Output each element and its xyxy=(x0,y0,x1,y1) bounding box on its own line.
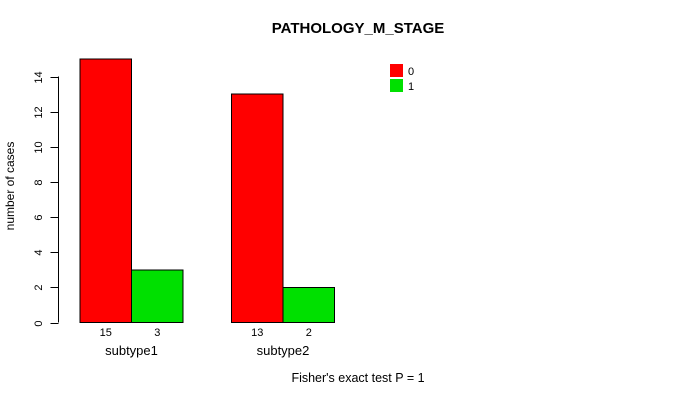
bar xyxy=(282,286,335,323)
bar-value-label: 3 xyxy=(154,327,160,339)
y-axis-label: number of cases xyxy=(3,142,17,231)
chart-title: PATHOLOGY_M_STAGE xyxy=(272,20,445,37)
legend-swatch xyxy=(390,64,403,77)
bar xyxy=(131,269,184,324)
category-label: subtype2 xyxy=(257,343,310,358)
legend-label: 0 xyxy=(408,66,414,78)
bar xyxy=(79,58,132,323)
x-axis-labels: 15 3 subtype1 13 2 subtype2 xyxy=(100,327,312,358)
y-axis: 0 2 4 6 8 10 12 14 xyxy=(33,71,59,327)
y-tick-label: 8 xyxy=(33,179,45,185)
y-tick-label: 6 xyxy=(33,214,45,220)
bar-value-label: 2 xyxy=(306,327,312,339)
legend: 01 xyxy=(390,64,414,93)
y-tick-label: 0 xyxy=(33,320,45,326)
legend-label: 1 xyxy=(408,81,414,93)
legend-swatch xyxy=(390,79,403,92)
category-label: subtype1 xyxy=(105,343,158,358)
y-tick-label: 4 xyxy=(33,249,45,255)
y-tick-label: 2 xyxy=(33,284,45,290)
y-tick-label: 14 xyxy=(33,71,45,83)
bar-value-label: 13 xyxy=(251,327,263,339)
stat-test-label: Fisher's exact test P = 1 xyxy=(291,371,424,385)
y-tick-label: 10 xyxy=(33,141,45,153)
bar-series xyxy=(79,58,335,324)
bar-value-label: 15 xyxy=(100,327,112,339)
bar xyxy=(231,93,284,323)
y-tick-label: 12 xyxy=(33,106,45,118)
